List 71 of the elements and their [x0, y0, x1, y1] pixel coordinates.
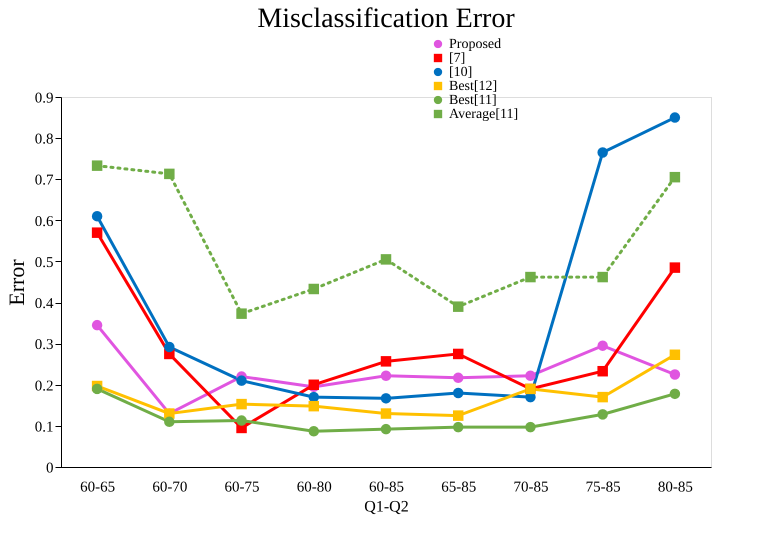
- legend-label: Best[12]: [449, 79, 498, 94]
- y-axis-title: Error: [4, 258, 29, 306]
- point: [525, 370, 536, 381]
- y-tick-label: 0.4: [34, 296, 54, 312]
- point: [236, 308, 247, 319]
- point: [308, 426, 320, 436]
- point: [380, 356, 392, 367]
- point: [92, 227, 102, 238]
- legend-label: Best[11]: [449, 93, 497, 108]
- legend-label: [10]: [449, 65, 472, 80]
- x-tick-label: 65-85: [441, 480, 476, 496]
- x-tick-label: 60-65: [80, 480, 116, 496]
- point: [308, 400, 320, 412]
- point: [92, 210, 102, 222]
- y-tick-label: 0.2: [34, 378, 54, 394]
- point: [525, 272, 536, 282]
- point: [92, 384, 102, 394]
- point: [380, 254, 392, 265]
- point: [597, 409, 608, 420]
- point: [380, 370, 392, 381]
- point: [452, 388, 464, 398]
- point: [670, 172, 680, 182]
- point: [597, 366, 608, 376]
- point: [164, 416, 175, 428]
- point: [597, 392, 608, 402]
- x-axis-title: Q1-Q2: [364, 498, 409, 516]
- legend-label: Proposed: [449, 37, 502, 52]
- point: [597, 340, 608, 351]
- x-tick-label: 60-75: [224, 480, 260, 496]
- point: [92, 320, 102, 330]
- point: [92, 160, 102, 171]
- point: [380, 424, 392, 434]
- x-tick-label: 60-80: [296, 480, 332, 496]
- y-tick-label: 0.7: [34, 172, 54, 189]
- y-tick-label: 0.1: [34, 419, 54, 436]
- point: [452, 372, 464, 384]
- legend-label: [7]: [449, 51, 466, 66]
- x-tick-label: 80-85: [658, 480, 693, 496]
- x-tick-label: 70-85: [513, 480, 548, 496]
- point: [164, 342, 175, 352]
- point: [236, 375, 247, 386]
- point: [670, 350, 680, 360]
- point: [452, 348, 464, 360]
- y-tick-label: 0.6: [34, 214, 54, 230]
- legend-label: Average[11]: [449, 107, 518, 122]
- point: [308, 392, 320, 402]
- y-tick-label: 0.9: [34, 90, 54, 106]
- point: [452, 410, 464, 421]
- point: [597, 272, 608, 282]
- point: [164, 168, 175, 180]
- point: [670, 369, 680, 380]
- point: [670, 112, 680, 123]
- point: [452, 301, 464, 312]
- point: [670, 262, 680, 273]
- y-tick-label: 0.8: [34, 132, 54, 148]
- x-tick-label: 60-70: [152, 480, 188, 496]
- x-tick-label: 75-85: [586, 480, 621, 496]
- y-tick-label: 0.3: [34, 337, 54, 354]
- x-tick-label: 60-85: [369, 480, 404, 496]
- point: [380, 393, 392, 404]
- point: [236, 398, 247, 410]
- point: [236, 415, 247, 426]
- y-tick-label: 0: [46, 460, 54, 476]
- y-tick-label: 0.5: [34, 254, 54, 271]
- chart-title: Misclassification Error: [257, 3, 516, 34]
- point: [597, 147, 608, 158]
- point: [670, 388, 680, 400]
- point: [525, 422, 536, 432]
- point: [308, 284, 320, 294]
- point: [452, 422, 464, 432]
- point: [380, 408, 392, 419]
